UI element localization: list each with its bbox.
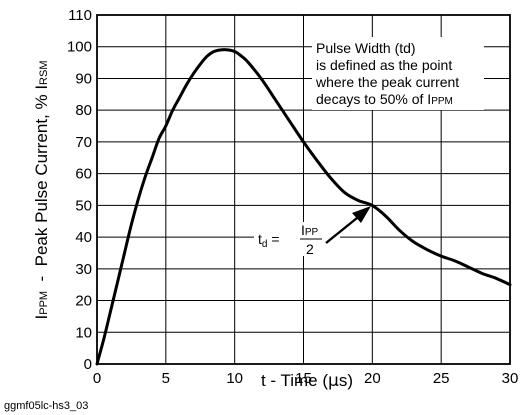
y-tick-label: 30 — [75, 261, 92, 278]
y-tick-label: 60 — [75, 166, 92, 183]
td-numerator: IPP — [301, 222, 319, 238]
y-tick-label: 90 — [75, 70, 92, 87]
y-tick-label: 20 — [75, 293, 92, 310]
y-axis-title-middle: - Peak Pulse Current, % I — [32, 85, 51, 291]
td-formula-lhs: td = — [258, 231, 280, 250]
series-line-pulse-current — [95, 48, 512, 366]
x-axis-title-part-3: s) — [339, 371, 353, 390]
y-axis-title-rsm: RSM — [38, 61, 50, 85]
annotation-line-3: where the peak current — [315, 74, 459, 90]
numerator-symbol: I — [301, 222, 305, 238]
y-tick-label: 40 — [75, 229, 92, 246]
pulse-width-annotation-box — [312, 37, 484, 110]
y-tick-label: 10 — [75, 324, 92, 341]
x-axis-ticks: 0 5 10 15 20 25 30 — [93, 370, 519, 387]
td-arrow — [325, 206, 371, 244]
td-symbol: t — [258, 231, 262, 247]
y-axis-title: IPPM - Peak Pulse Current, % IRSM — [32, 61, 51, 320]
td-denominator: 2 — [306, 241, 314, 257]
x-tick-label: 25 — [433, 370, 450, 387]
y-tick-label: 70 — [75, 134, 92, 151]
y-tick-label: 80 — [75, 102, 92, 119]
x-axis-title-part-1: t - Time ( — [261, 371, 328, 390]
y-axis-title-i: I — [32, 315, 51, 320]
annotation-line-2: is defined as the point — [316, 57, 452, 73]
plot-frame — [96, 14, 511, 365]
x-tick-label: 15 — [295, 370, 312, 387]
y-tick-label: 50 — [75, 197, 92, 214]
x-axis-title: t - Time (μs) — [261, 371, 353, 391]
x-tick-label: 20 — [364, 370, 381, 387]
y-tick-label: 0 — [84, 356, 92, 373]
x-tick-label: 5 — [162, 370, 170, 387]
numerator-subscript: PP — [305, 227, 319, 238]
td-subscript: d — [262, 239, 268, 250]
x-tick-label: 10 — [226, 370, 243, 387]
annotation-line-4-sub: PPM — [431, 96, 453, 107]
td-equals: = — [267, 231, 279, 247]
y-axis-title-ppm: PPM — [38, 291, 50, 315]
annotation-line-1: Pulse Width (td) — [316, 40, 416, 56]
annotation-line-4-main: decays to 50% of I — [316, 91, 431, 107]
y-tick-label: 110 — [68, 7, 92, 24]
y-tick-label: 100 — [67, 39, 92, 56]
x-tick-label: 0 — [93, 370, 101, 387]
annotation-line-4: decays to 50% of IPPM — [316, 91, 453, 107]
figure-id: ggmf05lc-hs3_03 — [4, 400, 88, 412]
x-axis-title-mu: μ — [328, 371, 339, 391]
td-formula-background — [254, 222, 340, 256]
x-tick-label: 30 — [502, 370, 519, 387]
y-axis-ticks: 0 10 20 30 40 50 60 70 80 90 100 110 — [67, 7, 92, 373]
